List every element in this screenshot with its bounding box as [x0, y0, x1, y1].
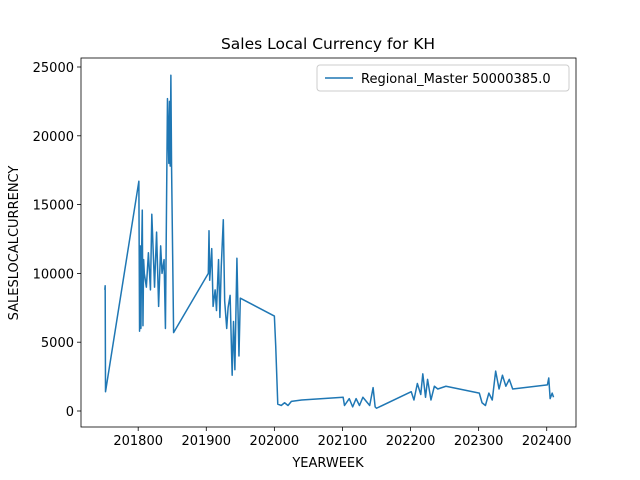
legend-box [316, 64, 570, 92]
chart-title: Sales Local Currency for KH [221, 35, 435, 53]
x-tick-label: 202100 [318, 434, 368, 449]
y-tick-label: 15000 [33, 199, 74, 214]
x-tick-label: 201900 [181, 434, 231, 449]
x-tick-label: 202400 [522, 434, 572, 449]
plot-frame [80, 57, 577, 428]
x-axis-label: YEARWEEK [291, 456, 364, 471]
y-tick-label: 0 [66, 405, 74, 420]
legend-label: Regional_Master 50000385.0 [361, 72, 551, 87]
y-tick-label: 5000 [41, 336, 74, 351]
y-tick-label: 20000 [33, 130, 74, 145]
x-tick-label: 202300 [454, 434, 504, 449]
x-tick-label: 202000 [250, 434, 300, 449]
x-tick-label: 201800 [113, 434, 163, 449]
series-line [104, 74, 555, 409]
x-tick-label: 202200 [386, 434, 436, 449]
y-tick-label: 10000 [33, 267, 74, 282]
y-tick-label: 25000 [33, 61, 74, 76]
y-axis-label: SALESLOCALCURRENCY [7, 166, 22, 321]
